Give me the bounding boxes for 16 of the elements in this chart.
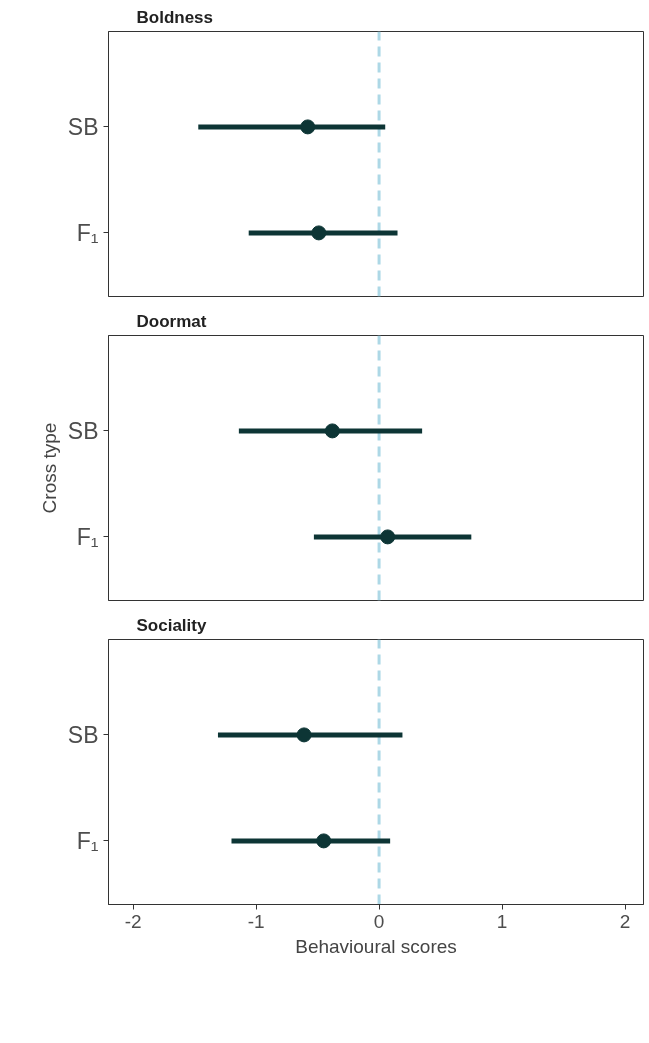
chart-title: Doormat xyxy=(136,311,207,331)
y-tick-label: SB xyxy=(67,113,99,140)
y-tick-label: F₁ xyxy=(76,219,99,246)
x-tick-label: -1 xyxy=(247,910,265,932)
chart-title: Sociality xyxy=(136,615,207,635)
y-tick-label: SB xyxy=(67,417,99,444)
y-tick-label: F₁ xyxy=(76,523,99,550)
x-axis-title: Behavioural scores xyxy=(295,935,457,957)
y-axis-title: Cross type xyxy=(38,422,60,514)
x-tick-label: 2 xyxy=(619,910,631,932)
y-tick-label: SB xyxy=(67,721,99,748)
x-tick-label: 0 xyxy=(373,910,385,932)
x-tick-label: -2 xyxy=(124,910,142,932)
chart-title: Boldness xyxy=(136,7,214,27)
x-tick-label: 1 xyxy=(496,910,508,932)
y-tick-label: F₁ xyxy=(76,827,99,854)
